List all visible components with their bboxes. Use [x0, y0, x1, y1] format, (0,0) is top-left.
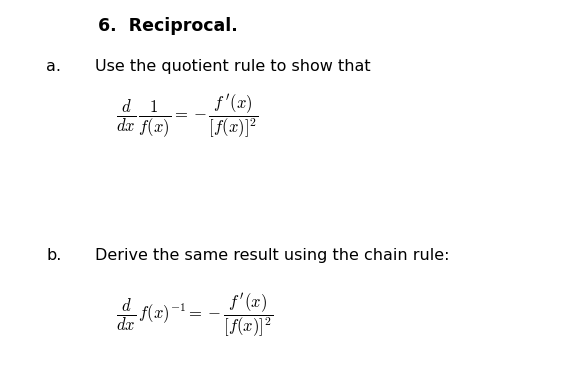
- Text: b.: b.: [46, 248, 62, 263]
- Text: $\dfrac{d}{dx}\,\dfrac{1}{f(x)}=-\dfrac{f\,'(x)}{[f(x)]^2}$: $\dfrac{d}{dx}\,\dfrac{1}{f(x)}=-\dfrac{…: [116, 93, 258, 140]
- Text: a.: a.: [46, 59, 61, 74]
- Text: Use the quotient rule to show that: Use the quotient rule to show that: [95, 59, 371, 74]
- Text: $\dfrac{d}{dx}\,f(x)^{-1}=-\dfrac{f\,'(x)}{[f(x)]^2}$: $\dfrac{d}{dx}\,f(x)^{-1}=-\dfrac{f\,'(x…: [116, 291, 273, 339]
- Text: 6.  Reciprocal.: 6. Reciprocal.: [98, 17, 238, 35]
- Text: Derive the same result using the chain rule:: Derive the same result using the chain r…: [95, 248, 450, 263]
